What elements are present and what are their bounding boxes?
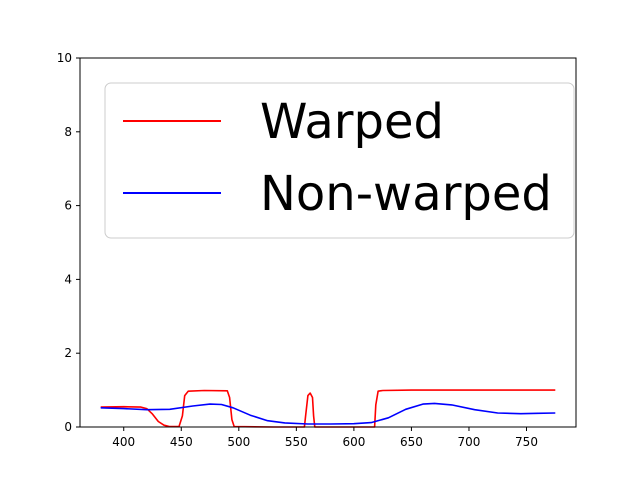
plot-frame [79,57,577,428]
y-tick-label: 6 [64,199,72,213]
legend-frame [104,82,575,239]
legend: Warped Non-warped [104,82,575,239]
y-tick-label: 0 [64,420,72,434]
x-tick-label: 500 [227,435,250,449]
y-tick-label: 10 [57,51,72,65]
x-tick-label: 400 [112,435,135,449]
x-tick-label: 450 [170,435,193,449]
x-tick-label: 700 [458,435,481,449]
x-axis: 400 450 500 550 600 650 700 750 [112,427,538,449]
series-line-non-warped [100,402,556,425]
legend-label-warped: Warped [260,94,444,150]
legend-label-non-warped: Non-warped [260,166,552,222]
y-tick-label: 4 [64,272,72,286]
x-tick-label: 750 [515,435,538,449]
x-tick-label: 550 [285,435,308,449]
y-tick-label: 2 [64,346,72,360]
y-axis: 0 2 4 6 8 10 [57,51,80,434]
x-tick-label: 650 [400,435,423,449]
y-tick-label: 8 [64,125,72,139]
x-tick-label: 600 [342,435,365,449]
